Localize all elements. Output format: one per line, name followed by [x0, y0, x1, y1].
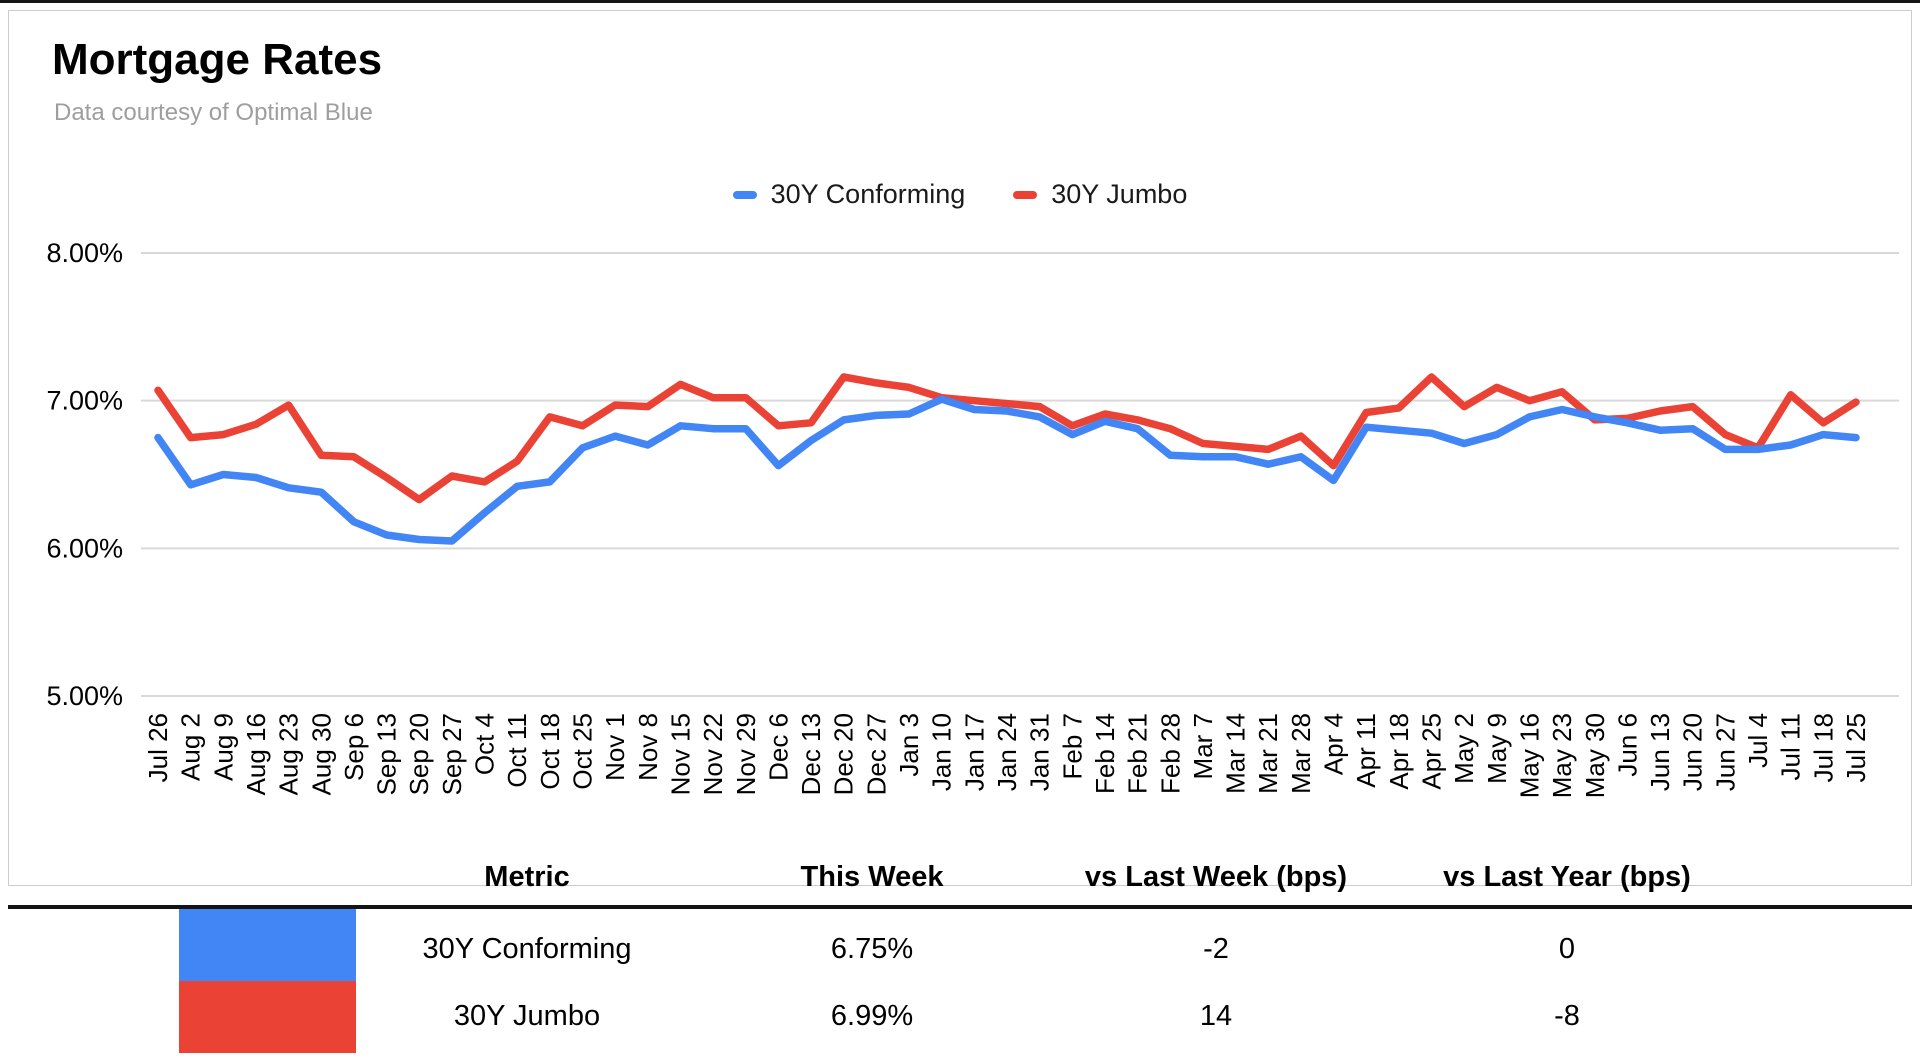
x-tick-label: Jun 13 [1645, 713, 1675, 791]
x-tick-label: Nov 1 [600, 713, 630, 781]
x-tick-label: Aug 2 [176, 713, 206, 781]
series-color-swatch [179, 981, 356, 1053]
table-cell-metric: 30Y Conforming [422, 933, 632, 965]
table-cell-vs_last_year: -8 [1554, 1000, 1580, 1032]
series-line-30y-conforming [154, 395, 1860, 545]
x-tick-label: Jul 4 [1743, 713, 1773, 768]
x-tick-label: Apr 4 [1319, 713, 1349, 775]
table-cell-this_week: 6.99% [830, 1000, 914, 1032]
x-tick-label: Jun 6 [1612, 713, 1642, 777]
x-tick-label: Dec 13 [796, 713, 826, 795]
x-tick-label: Jul 11 [1776, 713, 1806, 780]
x-tick-label: Mar 14 [1221, 713, 1251, 794]
chart-card: 8.00% 7.00% 6.00% 5.00% Jul 26 Aug 2 Aug 9 Aug … [8, 10, 1912, 886]
x-tick-label: Mar 7 [1188, 713, 1218, 779]
table-cell-vs_last_week: 14 [1199, 1000, 1233, 1032]
table-header-1: This Week [800, 861, 944, 893]
x-tick-label: Jul 25 [1841, 713, 1871, 782]
x-tick-label: Jul 26 [143, 713, 173, 782]
x-tick-label: Oct 25 [568, 713, 598, 790]
table-header-0: Metric [484, 861, 570, 893]
x-tick-label: Dec 27 [861, 713, 891, 795]
x-tick-label: Sep 6 [339, 713, 369, 781]
x-tick-label: May 16 [1514, 713, 1544, 798]
window-top-border [0, 0, 1920, 3]
x-tick-label: May 30 [1580, 713, 1610, 798]
table-header-2: vs Last Week (bps) [1084, 861, 1348, 893]
x-tick-label: Nov 15 [665, 713, 695, 795]
x-tick-label: Jan 17 [959, 713, 989, 791]
x-tick-label: May 23 [1547, 713, 1577, 798]
y-tick-label: 8.00% [46, 238, 123, 268]
table-cell-this_week: 6.75% [830, 933, 914, 965]
x-tick-label: Nov 8 [633, 713, 663, 781]
x-tick-label: Feb 28 [1155, 713, 1185, 794]
y-tick-label: 7.00% [46, 386, 123, 416]
x-tick-label: Oct 4 [470, 713, 500, 775]
table-cell-vs_last_year: 0 [1558, 933, 1576, 965]
x-tick-label: Sep 13 [372, 713, 402, 795]
x-tick-label: Oct 18 [535, 713, 565, 790]
x-tick-label: Jan 31 [1025, 713, 1055, 791]
legend-dash-icon [1013, 190, 1038, 199]
y-tick-label: 6.00% [46, 533, 123, 563]
x-tick-label: Apr 25 [1417, 713, 1447, 790]
x-tick-label: Mar 21 [1253, 713, 1283, 794]
legend-label: 30Y Conforming [770, 179, 966, 209]
x-tick-label: Feb 21 [1123, 713, 1153, 794]
x-tick-label: May 9 [1482, 713, 1512, 784]
x-tick-label: Sep 27 [437, 713, 467, 795]
legend-item-30y-conforming: 30Y Conforming [732, 179, 966, 210]
x-tick-label: Feb 14 [1090, 713, 1120, 794]
table-header-3: vs Last Year (bps) [1443, 861, 1691, 893]
chart-title: Mortgage Rates [52, 35, 383, 84]
x-tick-label: Aug 23 [274, 713, 304, 795]
x-tick-label: Nov 29 [731, 713, 761, 795]
x-tick-label: Aug 9 [208, 713, 238, 781]
x-tick-label: Jun 20 [1678, 713, 1708, 791]
x-tick-label: May 2 [1449, 713, 1479, 784]
x-tick-label: Aug 16 [241, 713, 271, 795]
legend-dash-icon [732, 190, 757, 199]
chart-legend: 30Y Conforming 30Y Jumbo [9, 179, 1911, 210]
x-tick-label: Apr 18 [1384, 713, 1414, 790]
table-cell-metric: 30Y Jumbo [453, 1000, 601, 1032]
x-tick-label: Jan 3 [894, 713, 924, 777]
x-tick-label: Jan 24 [992, 713, 1022, 791]
table-header-rule [8, 905, 1912, 909]
x-tick-label: Feb 7 [1057, 713, 1087, 780]
x-tick-label: Sep 20 [404, 713, 434, 795]
legend-label: 30Y Jumbo [1051, 179, 1188, 209]
x-tick-label: Dec 6 [763, 713, 793, 781]
table-cell-vs_last_week: -2 [1203, 933, 1229, 965]
x-tick-label: Mar 28 [1286, 713, 1316, 794]
x-tick-label: Jan 10 [927, 713, 957, 791]
x-tick-label: Jun 27 [1710, 713, 1740, 791]
chart-subtitle: Data courtesy of Optimal Blue [54, 99, 373, 126]
x-tick-label: Nov 22 [698, 713, 728, 795]
series-color-swatch [179, 909, 356, 981]
x-tick-label: Apr 11 [1351, 713, 1381, 788]
x-tick-label: Aug 30 [306, 713, 336, 795]
legend-item-30y-jumbo: 30Y Jumbo [1013, 179, 1187, 210]
x-tick-label: Jul 18 [1808, 713, 1838, 782]
x-tick-label: Dec 20 [829, 713, 859, 795]
mortgage-rates-line-chart: 8.00%7.00%6.00%5.00%Jul 26 Aug 2 Aug 9 Aug … [46, 238, 1899, 798]
y-tick-label: 5.00% [46, 681, 123, 711]
x-tick-label: Oct 11 [502, 713, 532, 788]
series-line-30y-jumbo [154, 373, 1860, 504]
